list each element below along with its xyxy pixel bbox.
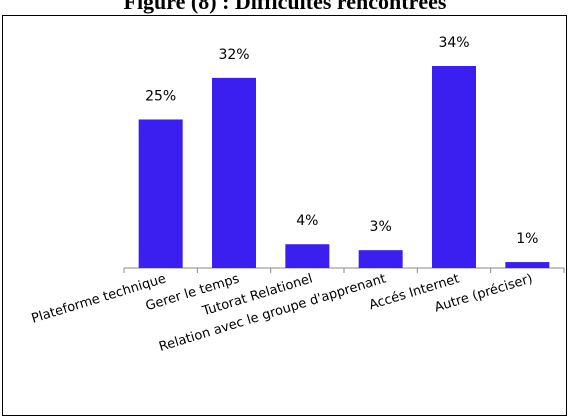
- value-label: 32%: [218, 47, 249, 63]
- figure-title: Figure (8) : Difficultés rencontrées: [123, 0, 447, 14]
- value-label: 34%: [438, 35, 469, 51]
- bars-group: [138, 66, 550, 269]
- bar: [138, 119, 183, 269]
- bar: [358, 250, 403, 268]
- value-labels-group: 25% 32% 4% 3% 34% 1%: [145, 35, 538, 247]
- x-axis-ticks: [123, 268, 565, 273]
- bar: [505, 262, 550, 268]
- bar: [212, 77, 256, 268]
- value-label: 1%: [516, 231, 538, 247]
- bar: [432, 66, 476, 268]
- value-label: 4%: [296, 213, 318, 229]
- chart-frame: [2, 15, 567, 416]
- value-label: 3%: [370, 219, 392, 235]
- value-label: 25%: [145, 88, 176, 104]
- bar: [285, 244, 330, 268]
